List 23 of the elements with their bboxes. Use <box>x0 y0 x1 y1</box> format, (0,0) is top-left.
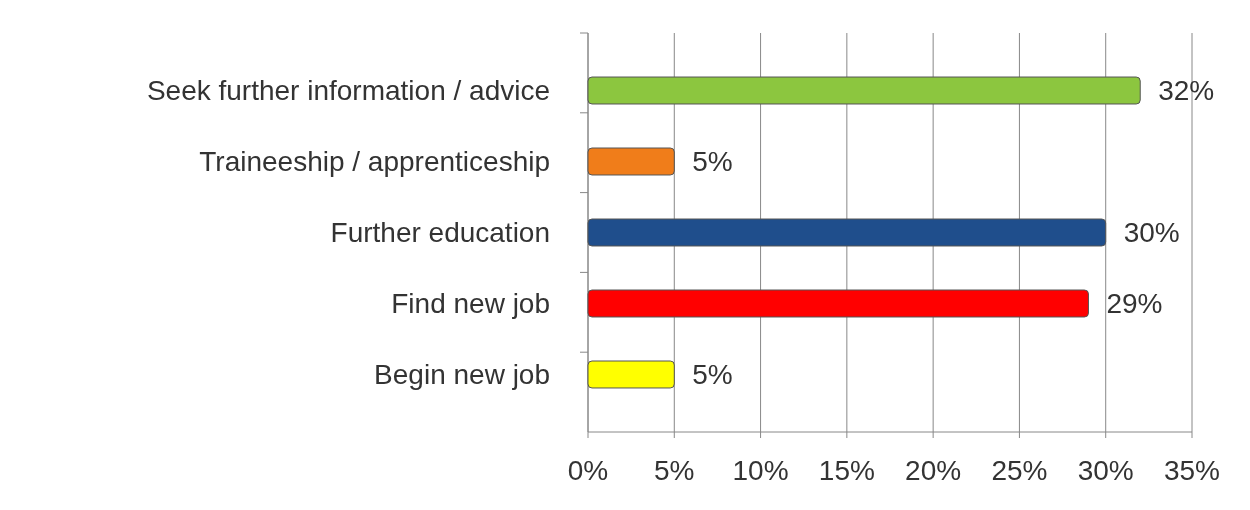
data-label: 5% <box>692 146 733 178</box>
x-tick-label: 25% <box>991 455 1048 486</box>
x-tick-label: 15% <box>818 455 875 486</box>
x-tick-label: 0% <box>567 455 609 486</box>
x-tick-label: 10% <box>732 455 789 486</box>
data-label: 29% <box>1106 288 1163 320</box>
data-label: 32% <box>1158 75 1215 107</box>
x-tick-label: 20% <box>905 455 962 486</box>
bar <box>587 289 1089 318</box>
y-tick-label: Find new job <box>391 288 550 320</box>
bar <box>587 218 1107 247</box>
bar <box>587 147 675 176</box>
y-tick-label: Further education <box>330 217 550 249</box>
x-tick-label: 5% <box>654 455 695 486</box>
data-label: 5% <box>692 359 733 391</box>
bar <box>587 360 675 389</box>
x-tick-label: 35% <box>1163 455 1221 486</box>
y-tick-label: Seek further information / advice <box>146 75 550 107</box>
bar <box>587 76 1141 105</box>
y-tick-label: Traineeship / apprenticeship <box>199 146 550 178</box>
y-tick-label: Begin new job <box>374 359 550 391</box>
x-tick-label: 30% <box>1077 455 1134 486</box>
data-label: 30% <box>1123 217 1180 249</box>
